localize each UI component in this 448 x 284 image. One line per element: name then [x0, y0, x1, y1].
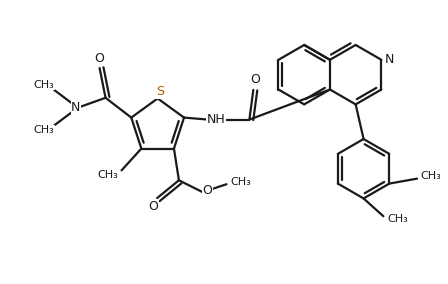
Text: O: O [250, 74, 260, 86]
Text: NH: NH [207, 113, 225, 126]
Text: N: N [385, 53, 394, 66]
Text: CH₃: CH₃ [97, 170, 118, 180]
Text: O: O [202, 184, 212, 197]
Text: N: N [71, 101, 81, 114]
Text: CH₃: CH₃ [387, 214, 408, 224]
Text: CH₃: CH₃ [421, 171, 441, 181]
Text: O: O [148, 200, 158, 212]
Text: O: O [95, 52, 104, 65]
Text: CH₃: CH₃ [34, 126, 55, 135]
Text: CH₃: CH₃ [230, 177, 251, 187]
Text: S: S [155, 85, 164, 98]
Text: CH₃: CH₃ [34, 80, 55, 90]
